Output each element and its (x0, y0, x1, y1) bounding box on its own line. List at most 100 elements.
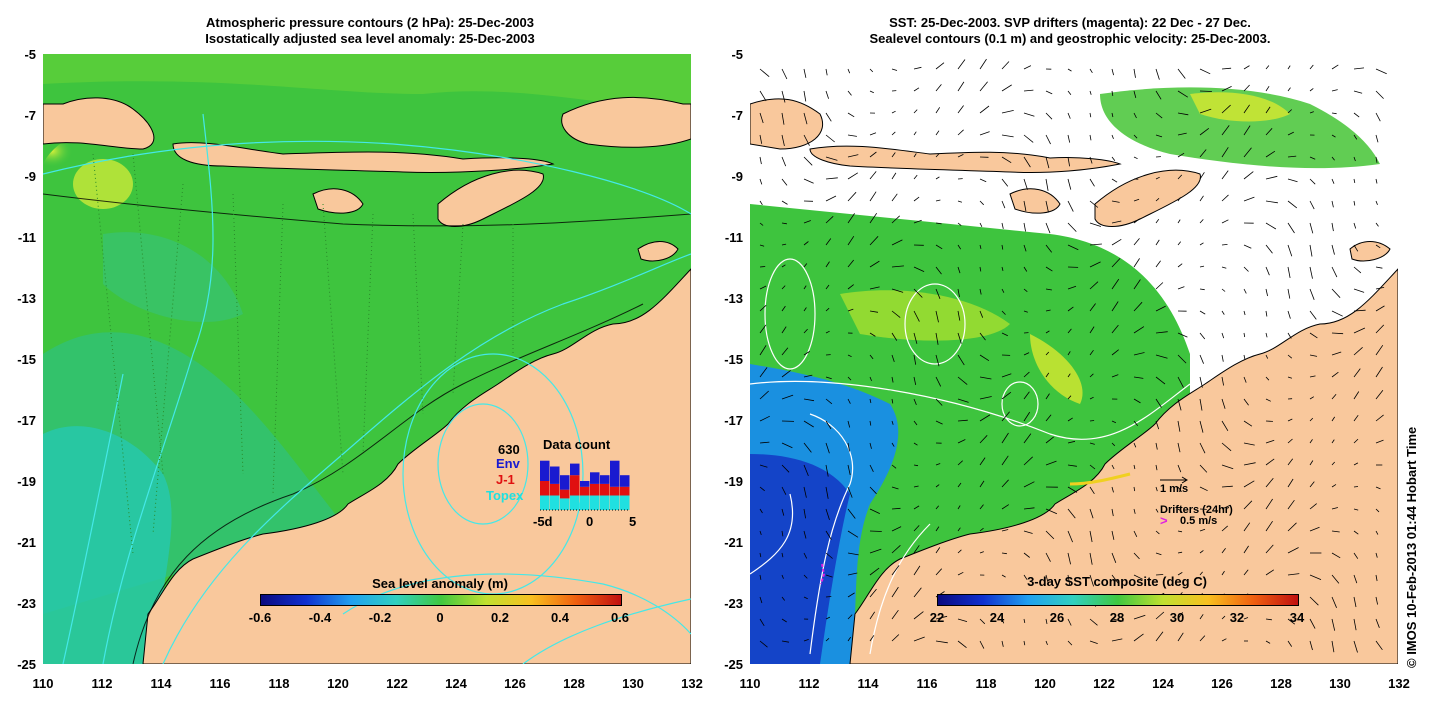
velocity-arrow (957, 266, 961, 274)
dc-bar-j1 (610, 486, 620, 496)
velocity-arrow (913, 219, 922, 224)
velocity-key-label: 1 m/s (1160, 483, 1189, 495)
velocity-arrow (1023, 411, 1031, 422)
velocity-arrow (1111, 374, 1119, 378)
velocity-arrow (1155, 354, 1168, 359)
velocity-arrow (1177, 197, 1181, 202)
velocity-arrow (913, 174, 918, 180)
velocity-arrow (1331, 574, 1340, 584)
velocity-arrow (1155, 218, 1160, 224)
velocity-arrow (1221, 219, 1229, 224)
velocity-arrow (1155, 305, 1166, 312)
velocity-arrow (1331, 416, 1336, 422)
velocity-arrow (781, 243, 787, 246)
velocity-arrow (781, 112, 785, 125)
velocity-arrow (1331, 507, 1338, 510)
velocity-arrow (825, 112, 832, 122)
velocity-arrow (1089, 464, 1096, 470)
velocity-arrow (1067, 112, 1071, 119)
velocity-arrow (979, 200, 984, 206)
velocity-arrow (869, 310, 879, 313)
legend-env: Env (496, 456, 520, 471)
velocity-arrow (869, 151, 877, 158)
drifter-speed-label: 0.5 m/s (1180, 515, 1218, 527)
dc-bar-topex (540, 495, 550, 510)
velocity-arrow (1309, 200, 1315, 210)
velocity-arrow (1331, 351, 1342, 356)
velocity-arrow (1243, 462, 1256, 466)
dc-bar-env (620, 475, 630, 487)
velocity-arrow (1309, 481, 1315, 488)
right-title-line1: SST: 25-Dec-2003. SVP drifters (magenta)… (889, 15, 1251, 30)
velocity-arrow (1265, 520, 1273, 532)
left-cb-ticks-tick: 0.4 (550, 610, 570, 625)
velocity-arrow (935, 310, 939, 323)
velocity-arrow (913, 420, 918, 426)
velocity-arrow (1199, 614, 1204, 620)
velocity-arrow (1111, 349, 1119, 356)
velocity-arrow (1155, 331, 1168, 334)
right-cb-ticks-tick: 28 (1109, 610, 1125, 625)
velocity-arrow (1353, 640, 1358, 653)
right-x-tick: 110 (739, 676, 761, 691)
velocity-arrow (1001, 529, 1009, 532)
velocity-arrow (1221, 332, 1225, 339)
velocity-arrow (1001, 432, 1009, 444)
velocity-arrow (1133, 68, 1136, 78)
velocity-arrow (1023, 134, 1034, 143)
velocity-arrow (1221, 442, 1232, 452)
velocity-arrow (979, 414, 991, 422)
velocity-arrow (825, 596, 832, 598)
velocity-arrow (1133, 508, 1136, 514)
velocity-arrow (1023, 552, 1030, 558)
velocity-arrow (1111, 200, 1120, 203)
velocity-arrow (1309, 417, 1314, 422)
velocity-arrow (1221, 398, 1226, 409)
velocity-arrow (781, 90, 786, 103)
velocity-arrow (1045, 640, 1048, 646)
velocity-arrow (1045, 508, 1058, 515)
dc-bar-j1 (580, 486, 590, 496)
velocity-arrow (1177, 508, 1183, 512)
velocity-arrow (1353, 90, 1363, 94)
left-x-tick: 132 (681, 676, 703, 691)
sst-north-warm (1190, 92, 1290, 122)
sst-map (750, 54, 1398, 664)
velocity-arrow (1265, 310, 1268, 317)
velocity-arrow (1287, 131, 1294, 136)
velocity-arrow (1199, 332, 1206, 340)
velocity-arrow (1045, 372, 1050, 378)
velocity-arrow (1023, 618, 1026, 623)
velocity-arrow (1375, 244, 1381, 249)
velocity-arrow (1221, 86, 1232, 92)
velocity-arrow (1155, 112, 1163, 119)
velocity-arrow (1375, 530, 1379, 535)
velocity-arrow (1067, 351, 1071, 356)
right-x-tick: 128 (1270, 676, 1292, 691)
right-x-tick: 122 (1093, 676, 1115, 691)
velocity-arrow (891, 215, 900, 224)
velocity-arrow (1089, 261, 1101, 268)
velocity-arrow (869, 635, 875, 642)
right-y-tick: -5 (731, 47, 743, 62)
velocity-arrow (913, 109, 918, 114)
velocity-arrow (825, 486, 829, 499)
velocity-arrow (1067, 306, 1074, 312)
island-chain-right (809, 145, 1122, 174)
velocity-arrow (825, 530, 832, 540)
velocity-arrow (979, 618, 986, 625)
left-colorbar-label: Sea level anomaly (m) (372, 576, 508, 591)
velocity-arrow (759, 134, 763, 144)
geostrophic-velocity-arrows (759, 58, 1387, 653)
velocity-arrow (759, 640, 768, 648)
velocity-arrow (1265, 175, 1278, 180)
velocity-arrow (935, 484, 940, 488)
velocity-arrow (1133, 326, 1145, 334)
velocity-arrow (1177, 354, 1187, 364)
pressure-low-1 (437, 403, 529, 525)
velocity-arrow (891, 310, 901, 318)
velocity-arrow (1155, 134, 1163, 138)
velocity-arrow (1221, 104, 1231, 114)
velocity-arrow (891, 110, 896, 114)
velocity-arrow (1155, 611, 1165, 620)
